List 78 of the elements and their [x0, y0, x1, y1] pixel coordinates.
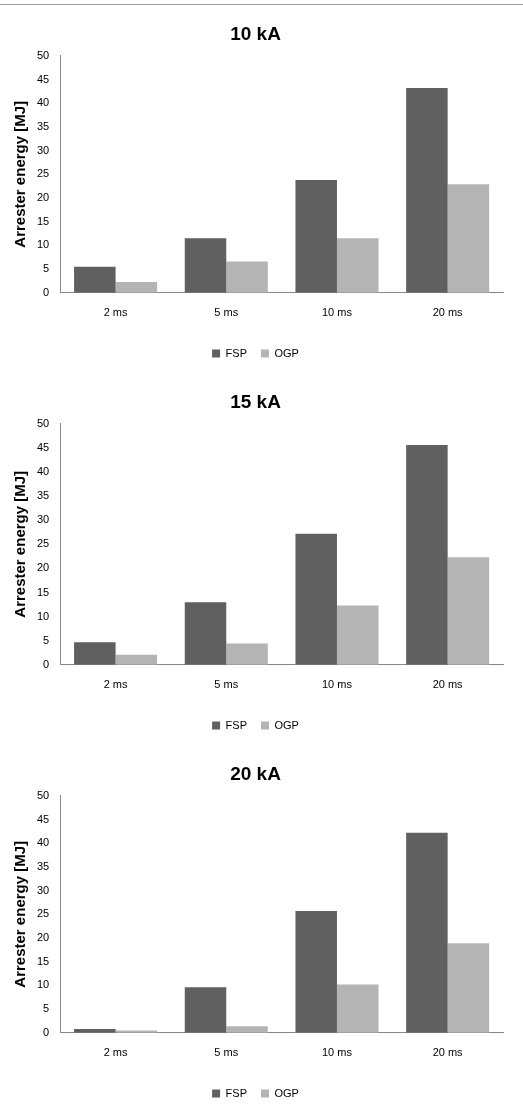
bar: [184, 602, 227, 665]
x-tick-label: 20 ms: [432, 306, 464, 319]
x-tick-label: 10 ms: [321, 678, 353, 691]
y-tick-label: 15: [36, 954, 50, 967]
y-tick-label: 0: [43, 1025, 50, 1038]
y-tick-label: 0: [43, 657, 50, 670]
bar: [295, 533, 337, 665]
y-tick-label: 40: [36, 836, 50, 849]
bar: [406, 88, 448, 293]
y-tick-label: 10: [36, 238, 50, 251]
x-tick-label: 10 ms: [321, 1046, 353, 1059]
y-tick-label: 50: [36, 788, 50, 801]
bar: [74, 642, 116, 665]
bar: [406, 445, 448, 665]
bar: [447, 184, 490, 293]
x-tick-label: 2 ms: [103, 306, 128, 319]
y-tick-label: 35: [36, 859, 50, 872]
legend-label: FSP: [225, 718, 247, 731]
y-tick-label: 45: [36, 440, 50, 453]
y-tick-label: 35: [36, 119, 50, 132]
bar: [184, 238, 227, 293]
bar: [184, 987, 227, 1033]
y-tick-label: 35: [36, 489, 50, 502]
bar: [74, 266, 116, 293]
y-axis-title: Arrester energy [MJ]: [11, 100, 29, 248]
bar: [447, 557, 490, 665]
y-tick-label: 25: [36, 167, 50, 180]
y-tick-label: 5: [43, 633, 50, 646]
y-axis-title: Arrester energy [MJ]: [11, 840, 29, 988]
y-tick-label: 20: [36, 561, 50, 574]
x-tick-label: 2 ms: [103, 1046, 128, 1059]
x-tick-label: 20 ms: [432, 1046, 464, 1059]
bar: [336, 605, 379, 665]
bar: [115, 281, 158, 293]
y-tick-label: 40: [36, 465, 50, 478]
bar: [336, 238, 379, 293]
y-tick-label: 5: [43, 262, 50, 275]
legend-label: OGP: [274, 718, 299, 731]
bar: [295, 910, 337, 1033]
chart-title: 15 kA: [230, 390, 282, 412]
bar: [226, 643, 268, 665]
x-tick-label: 20 ms: [432, 678, 464, 691]
legend-label: OGP: [274, 346, 299, 359]
y-tick-label: 50: [36, 416, 50, 429]
bar: [406, 832, 448, 1033]
legend-label: OGP: [274, 1086, 299, 1099]
y-tick-label: 0: [43, 285, 50, 298]
x-tick-label: 5 ms: [214, 678, 239, 691]
x-tick-label: 10 ms: [321, 306, 353, 319]
y-tick-label: 30: [36, 513, 50, 526]
y-tick-label: 5: [43, 1002, 50, 1015]
bar: [447, 943, 490, 1033]
y-tick-label: 25: [36, 907, 50, 920]
y-tick-label: 40: [36, 96, 50, 109]
y-axis-title: Arrester energy [MJ]: [11, 470, 29, 618]
y-tick-label: 20: [36, 191, 50, 204]
y-tick-label: 15: [36, 585, 50, 598]
bar: [336, 984, 379, 1033]
y-tick-label: 45: [36, 812, 50, 825]
y-tick-label: 15: [36, 214, 50, 227]
chart-title: 10 kA: [230, 22, 282, 44]
y-tick-label: 50: [36, 48, 50, 61]
y-tick-label: 10: [36, 978, 50, 991]
y-tick-label: 25: [36, 537, 50, 550]
y-tick-label: 30: [36, 883, 50, 896]
bar: [226, 261, 268, 293]
x-tick-label: 5 ms: [214, 1046, 239, 1059]
y-tick-label: 30: [36, 143, 50, 156]
legend-label: FSP: [225, 1086, 247, 1099]
x-tick-label: 2 ms: [103, 678, 128, 691]
y-tick-label: 10: [36, 609, 50, 622]
chart-title: 20 kA: [230, 762, 282, 784]
bar: [226, 1026, 268, 1033]
bar: [295, 179, 337, 293]
y-tick-label: 45: [36, 72, 50, 85]
legend-label: FSP: [225, 346, 247, 359]
y-tick-label: 20: [36, 931, 50, 944]
x-tick-label: 5 ms: [214, 306, 239, 319]
